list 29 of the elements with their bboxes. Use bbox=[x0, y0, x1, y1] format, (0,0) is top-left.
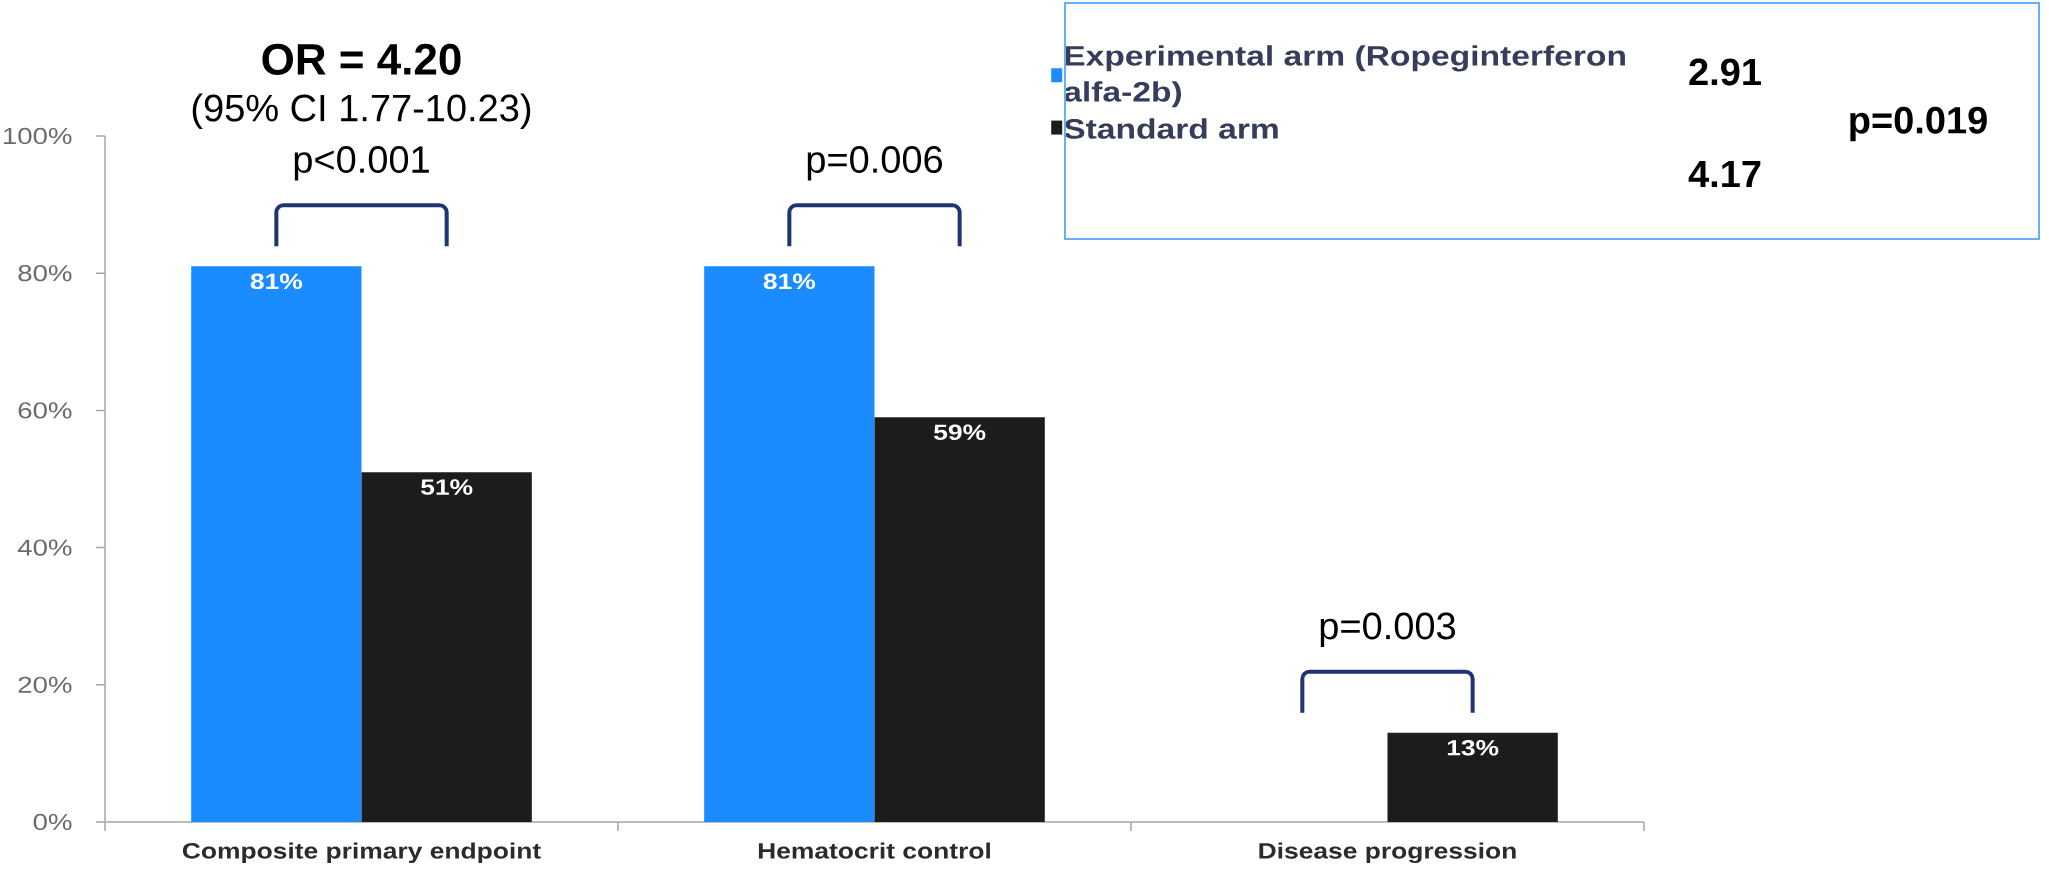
data-label: 81% bbox=[250, 273, 303, 290]
x-tick-label: Disease progression bbox=[1259, 842, 1516, 864]
annotation: p=0.003 bbox=[1320, 612, 1455, 648]
data-label: 51% bbox=[421, 479, 473, 495]
x-tick-label: Composite primary endpoint bbox=[182, 842, 541, 864]
text: (95% CI 1.77-10.23) bbox=[192, 93, 531, 130]
text: 2.91 bbox=[1689, 58, 1761, 86]
text: 4.17 bbox=[1688, 160, 1761, 188]
bar bbox=[704, 266, 875, 822]
y-tick-label: 40% bbox=[17, 539, 72, 556]
bar bbox=[361, 472, 532, 822]
y-tick-label: 20% bbox=[18, 676, 72, 693]
text: OR = 4.20 bbox=[262, 43, 461, 75]
data-label: 81% bbox=[763, 273, 816, 290]
data-label: 13% bbox=[1447, 740, 1499, 756]
legend-label: Standard arm bbox=[1064, 118, 1278, 139]
y-tick-label: 100% bbox=[3, 127, 72, 145]
data-label: 59% bbox=[934, 424, 986, 441]
bar bbox=[191, 266, 362, 822]
bar bbox=[1387, 732, 1558, 822]
annotation: p<0.001 bbox=[294, 146, 429, 181]
x-tick-label: Hematocrit control bbox=[758, 842, 990, 859]
y-tick-label: 0% bbox=[33, 813, 72, 831]
legend-label: Experimental arm (Ropeginterferon alfa-2b) bbox=[1064, 45, 1625, 108]
y-tick-label: 60% bbox=[18, 402, 72, 419]
bar bbox=[874, 417, 1045, 822]
text: p=0.019 bbox=[1850, 106, 1987, 142]
annotation: p=0.006 bbox=[807, 146, 943, 181]
y-tick-label: 80% bbox=[18, 265, 72, 282]
